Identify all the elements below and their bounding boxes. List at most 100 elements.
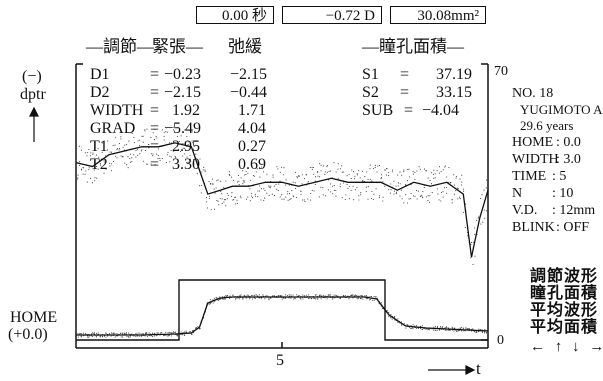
pupil-sample-dot: [434, 177, 436, 179]
pupil-sample-dot: [178, 140, 180, 142]
pupil-sample-dot: [360, 194, 362, 196]
accommodation-sample-dot: [156, 332, 158, 334]
accommodation-sample-dot: [168, 335, 170, 337]
accommodation-sample-dot: [360, 295, 362, 297]
pupil-sample-dot: [106, 149, 109, 151]
stat-equals: =: [150, 120, 160, 137]
pupil-sample-dot: [184, 129, 186, 131]
pupil-sample-dot: [304, 200, 306, 203]
home-value-label: (+0.0): [8, 326, 48, 343]
stat-name: T2: [90, 156, 108, 173]
stat-tension: 1.92: [172, 102, 200, 119]
accommodation-sample-dot: [478, 328, 480, 330]
stat-equals: =: [150, 66, 160, 83]
accommodation-sample-dot: [219, 296, 221, 298]
pupil-sample-dot: [272, 174, 274, 176]
pupil-sample-dot: [375, 188, 377, 190]
accommodation-sample-dot: [417, 327, 419, 330]
pupil-sample-dot: [293, 196, 295, 198]
accommodation-sample-dot: [234, 298, 236, 300]
accommodation-sample-dot: [124, 332, 126, 334]
pupil-sample-dot: [208, 195, 211, 197]
accommodation-sample-dot: [367, 298, 369, 300]
pupil-sample-dot: [154, 129, 156, 131]
x-tick-label: 5: [276, 352, 284, 369]
pupil-sample-dot: [290, 198, 292, 200]
accommodation-sample-dot: [197, 326, 199, 328]
y-axis-unit-label: dptr: [20, 86, 46, 103]
pupil-sample-dot: [487, 178, 489, 180]
accommodation-sample-dot: [364, 295, 366, 297]
pupil-sample-dot: [313, 190, 315, 192]
pupil-sample-dot: [314, 183, 316, 185]
pupil-sample-dot: [472, 263, 474, 265]
pupil-sample-dot: [78, 145, 80, 147]
pupil-sample-dot: [399, 195, 401, 197]
pupil-sample-dot: [211, 183, 213, 185]
pupil-sample-dot: [115, 136, 117, 138]
accommodation-sample-dot: [122, 333, 124, 335]
pupil-sample-dot: [187, 161, 189, 163]
pupil-sample-dot: [470, 241, 473, 243]
stat-relaxation: 1.71: [238, 102, 266, 119]
accommodation-sample-dot: [232, 295, 234, 297]
accommodation-sample-dot: [305, 294, 307, 296]
accommodation-sample-dot: [254, 297, 256, 300]
pupil-sample-dot: [141, 135, 143, 137]
pupil-sample-dot: [245, 173, 247, 176]
pupil-sample-dot: [419, 168, 421, 170]
accommodation-sample-dot: [316, 298, 318, 300]
pupil-sample-dot: [476, 219, 478, 221]
pupil-sample-dot: [153, 139, 156, 141]
relaxation-header: 弛緩: [228, 37, 262, 56]
subject-name: YUGIMOTO A: [520, 102, 603, 117]
accommodation-sample-dot: [453, 330, 455, 332]
pupil-sample-dot: [307, 180, 309, 183]
pupil-sample-dot: [397, 174, 399, 176]
pupil-sample-dot: [94, 180, 96, 182]
pupil-sample-dot: [249, 179, 251, 181]
stimulus-step-line: [76, 279, 488, 341]
accommodation-sample-dot: [397, 322, 399, 324]
pupil-sample-dot: [272, 176, 274, 178]
pupil-area-average-line: [75, 142, 489, 258]
pupil-sample-dot: [263, 199, 265, 202]
pupil-stat-name: SUB: [362, 102, 394, 119]
accommodation-sample-dot: [452, 327, 454, 329]
pupil-sample-dot: [419, 195, 421, 198]
pupil-sample-dot: [77, 174, 79, 176]
accommodation-sample-dot: [101, 335, 103, 337]
accommodation-sample-dot: [95, 332, 98, 334]
plot-frame: [75, 63, 489, 349]
pupil-sample-dot: [474, 255, 476, 257]
pupil-sample-dot: [242, 180, 244, 182]
info-key: WIDTH: [512, 152, 559, 167]
accommodation-sample-dot: [369, 298, 371, 300]
pupil-sample-dot: [311, 189, 313, 192]
accommodation-sample-dot: [262, 294, 264, 296]
pupil-sample-dot: [438, 199, 440, 201]
pupil-sample-dot: [85, 170, 87, 172]
accommodation-sample-dot: [209, 299, 211, 301]
pupil-sample-dot: [260, 199, 262, 201]
accommodation-sample-dot: [308, 294, 310, 296]
pupil-sample-dot: [110, 170, 112, 172]
accommodation-sample-dot: [224, 298, 227, 300]
pupil-sample-dot: [328, 179, 330, 181]
pupil-sample-dot: [335, 195, 337, 197]
pupil-sample-dot: [296, 176, 298, 178]
accommodation-sample-dot: [242, 298, 244, 300]
pupil-sample-dot: [122, 146, 124, 148]
pupil-sample-dot: [369, 168, 371, 170]
t-direction-arrow: [428, 365, 476, 375]
accommodation-sample-dot: [300, 298, 302, 300]
pupil-sample-dot: [187, 143, 189, 146]
pupil-sample-dot: [88, 167, 90, 169]
pupil-sample-dot: [278, 183, 280, 185]
pupil-sample-dot: [203, 166, 205, 168]
pupil-sample-dot: [215, 187, 217, 189]
accommodation-sample-dot: [161, 332, 163, 334]
pupil-sample-dot: [166, 154, 168, 156]
pupil-sample-dot: [332, 193, 334, 195]
